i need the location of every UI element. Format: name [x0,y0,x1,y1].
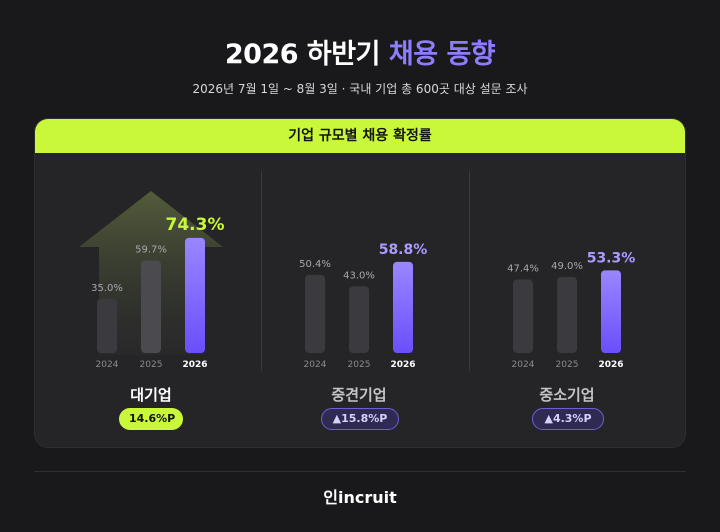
bar-중견기업-2026 [393,261,413,353]
incruit-logo: 인incruit [323,488,397,507]
category-label-대기업-2025: 2025 [140,360,163,370]
category-label-대기업-2024: 2024 [96,360,119,370]
value-label-중소기업-2024: 47.4% [507,264,539,275]
page-title: 2026 하반기 채용 동향 [0,32,720,71]
chart-card: 기업 규모별 채용 확정률 35.0% 2024 59.7% 2025 74.3% 202… [34,118,686,448]
group-divider-1 [261,171,262,371]
footer-divider [34,471,686,472]
bar-대기업-2025 [141,260,161,353]
group-divider-2 [469,171,470,371]
group-label-1: 중견기업 [331,386,387,404]
category-label-중견기업-2026: 2026 [390,360,415,370]
title-main: 2026 하반기 [224,39,381,70]
change-badge-0: 14.6%P [119,408,183,430]
value-label-중견기업-2026: 58.8% [379,242,428,258]
value-label-대기업-2026: 74.3% [166,215,225,235]
change-badge-2: ▲4.3%P [532,408,604,430]
bar-중견기업-2024 [305,274,325,353]
card-title: 기업 규모별 채용 확정률 [35,119,685,153]
value-label-중견기업-2025: 43.0% [343,270,375,281]
value-label-대기업-2024: 35.0% [91,283,123,294]
value-label-중소기업-2025: 49.0% [551,261,583,272]
category-label-대기업-2026: 2026 [182,360,207,370]
page-subtitle: 2026년 7월 1일 ~ 8월 3일 · 국내 기업 총 600곳 대상 설문… [192,82,528,96]
value-label-중소기업-2026: 53.3% [587,250,636,266]
value-label-중견기업-2024: 50.4% [299,259,331,270]
group-label-2: 중소기업 [539,386,595,404]
category-label-중소기업-2024: 2024 [512,360,535,370]
bar-chart: 35.0% 2024 59.7% 2025 74.3% 2026 50.4% 2024 43.0… [79,191,636,370]
bar-중소기업-2026 [601,270,621,353]
group-label-0: 대기업 [130,386,172,404]
category-label-중소기업-2026: 2026 [598,360,623,370]
value-label-대기업-2025: 59.7% [135,244,167,255]
bar-중견기업-2025 [349,286,369,353]
category-label-중견기업-2025: 2025 [348,360,371,370]
bar-대기업-2024 [97,298,117,353]
category-label-중소기업-2025: 2025 [556,360,579,370]
category-label-중견기업-2024: 2024 [304,360,327,370]
bar-중소기업-2024 [513,279,533,353]
change-badge-1: ▲15.8%P [321,408,399,430]
title-accent: 채용 동향 [388,39,496,70]
bar-중소기업-2025 [557,277,577,353]
bar-대기업-2026 [185,237,205,353]
